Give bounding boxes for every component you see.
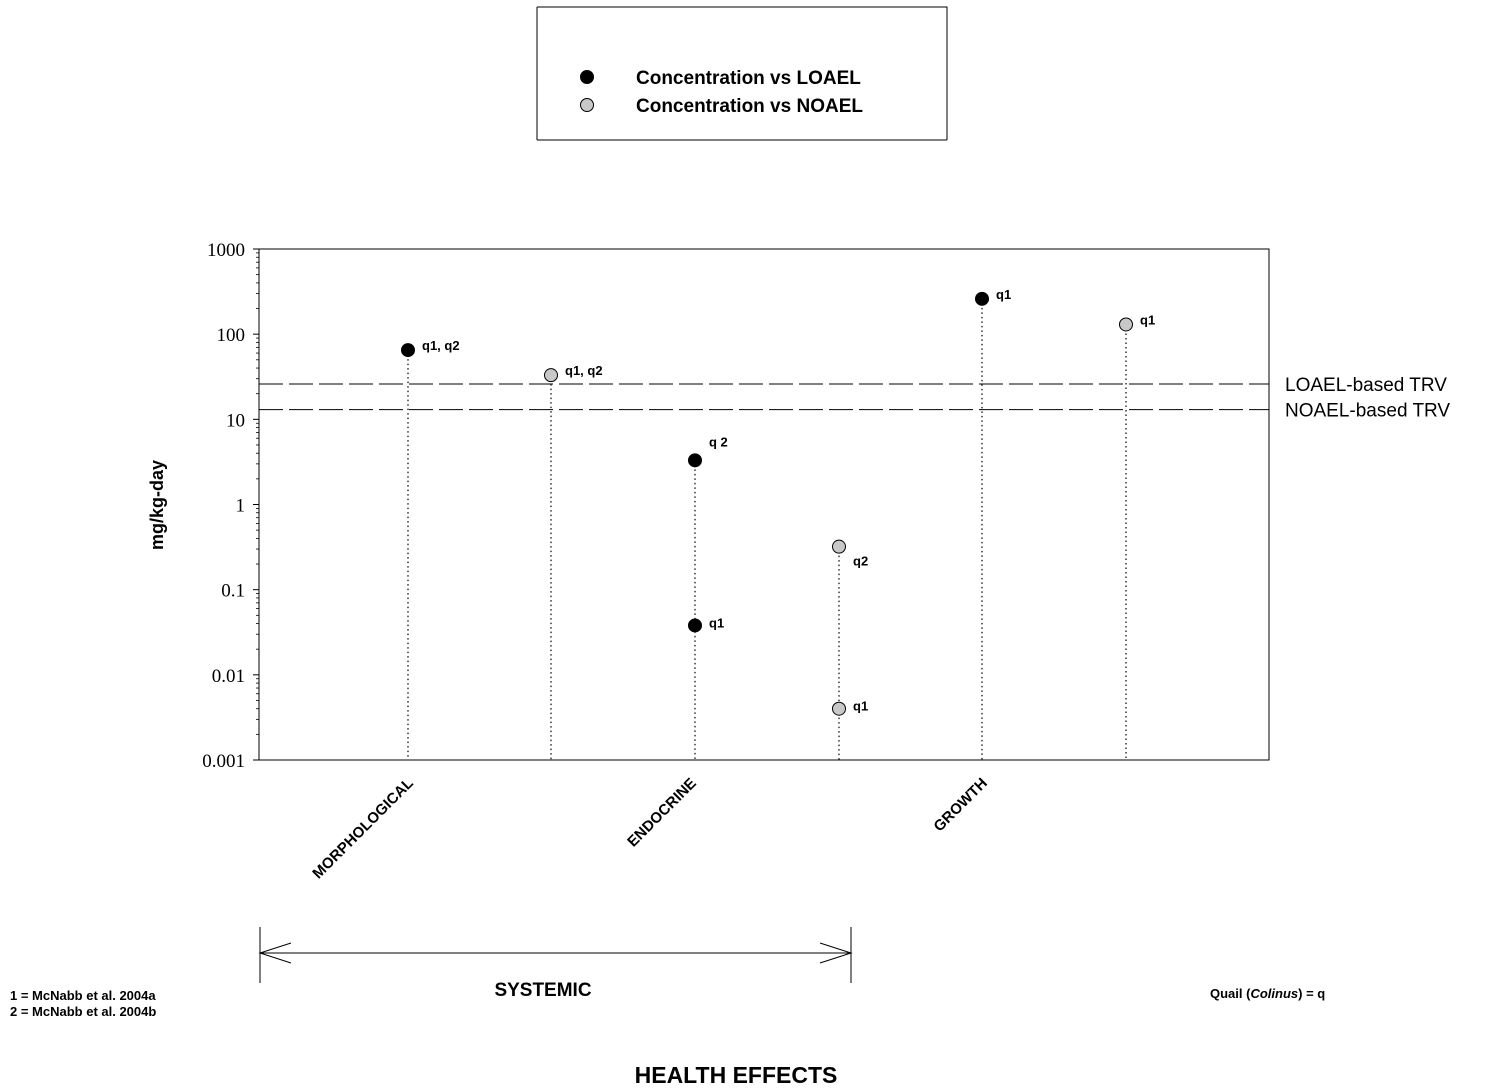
y-axis-label: mg/kg-day	[147, 460, 167, 550]
span-left-arrowhead	[258, 942, 292, 964]
reference-line-label-0: LOAEL-based TRV	[1285, 375, 1447, 396]
category-group-label: SYSTEMIC	[494, 980, 591, 1001]
loael-point	[688, 618, 702, 633]
reference-line-label-1: NOAEL-based TRV	[1285, 401, 1450, 422]
span-right-arrowhead	[819, 942, 853, 964]
legend: Concentration vs LOAEL Concentration vs …	[536, 6, 948, 141]
y-tick-label: 10	[226, 410, 245, 431]
species-key-prefix: Quail (	[1210, 986, 1251, 1001]
legend-label-loael: Concentration vs LOAEL	[636, 68, 861, 89]
footnote-1: 1 = McNabb et al. 2004a	[10, 988, 156, 1003]
legend-marker-noael	[580, 98, 594, 112]
footnote-2: 2 = McNabb et al. 2004b	[10, 1004, 156, 1019]
noael-point	[544, 368, 558, 383]
loael-point	[688, 453, 702, 468]
y-tick-label: 0.1	[221, 581, 245, 602]
species-key-suffix: ) = q	[1298, 986, 1325, 1001]
y-tick-label: 1000	[207, 240, 245, 261]
drop-lines	[407, 298, 1127, 760]
legend-marker-loael	[580, 70, 594, 84]
category-label-growth: GROWTH	[930, 775, 990, 835]
category-label-endocrine: ENDOCRINE	[624, 775, 700, 851]
plot-area	[258, 248, 1270, 761]
point-label: q1	[709, 615, 724, 630]
point-label: q2	[853, 554, 868, 569]
point-label: q 2	[709, 434, 728, 449]
y-axis: 0.001 0.01 0.1 1 10 100 1000	[202, 240, 259, 772]
species-key-genus: Colinus	[1250, 986, 1298, 1001]
point-label: q1	[1140, 312, 1155, 327]
x-axis-label: HEALTH EFFECTS	[635, 1062, 838, 1088]
category-label-morphological: MORPHOLOGICAL	[309, 775, 416, 882]
reference-lines: LOAEL-based TRV NOAEL-based TRV	[259, 375, 1450, 422]
loael-point	[975, 291, 989, 306]
y-tick-label: 0.001	[202, 751, 245, 772]
legend-label-noael: Concentration vs NOAEL	[636, 96, 863, 117]
legend-box	[536, 6, 948, 140]
noael-point	[1119, 317, 1133, 332]
systemic-span-arrow	[258, 927, 853, 983]
noael-point	[832, 701, 846, 716]
y-tick-label: 100	[217, 325, 246, 346]
y-tick-label: 1	[236, 496, 246, 517]
data-points: q1, q2 q 2 q1 q1 q1, q2 q2 q1 q1	[401, 287, 1155, 716]
loael-point	[401, 343, 415, 358]
point-label: q1	[853, 699, 868, 714]
point-label: q1	[996, 287, 1011, 302]
species-key: Quail (Colinus) = q	[1210, 986, 1325, 1001]
y-tick-label: 0.01	[212, 666, 245, 687]
point-label: q1, q2	[565, 363, 603, 378]
point-label: q1, q2	[422, 338, 460, 353]
noael-point	[832, 539, 846, 554]
